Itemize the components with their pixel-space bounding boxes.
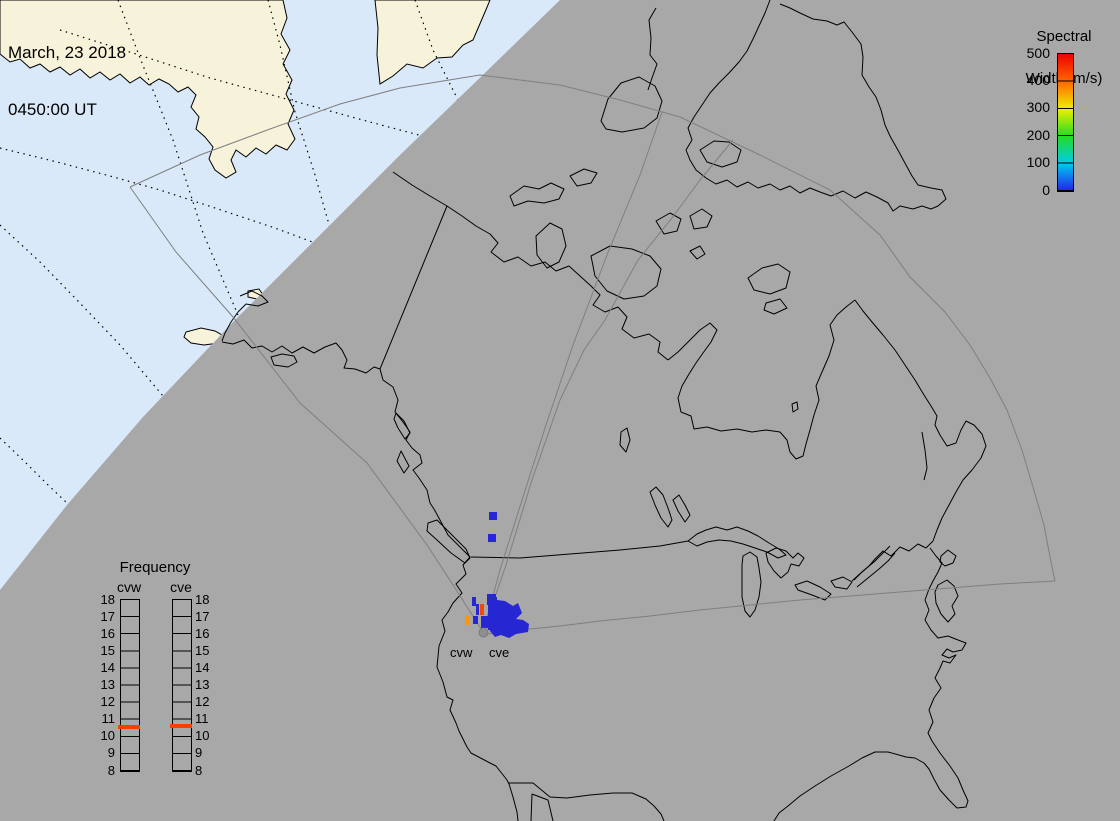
frequency-tick-label: 17: [100, 608, 115, 624]
frequency-tick-label: 12: [195, 694, 210, 710]
frequency-tick-label: 13: [100, 677, 115, 692]
radar-data-cells: [465, 512, 529, 638]
date-label: March, 23 2018: [8, 43, 127, 62]
frequency-marker-cve: [170, 723, 192, 728]
datetime-block: March, 23 2018 0450:00 UT: [8, 5, 126, 157]
frequency-tick-label: 15: [100, 642, 115, 658]
frequency-tick-label: 11: [195, 711, 209, 727]
data-cell: [465, 616, 470, 625]
data-cell: [480, 604, 484, 615]
colorbar-tick-label: 200: [1026, 126, 1050, 143]
colorbar-tick-label: 500: [1026, 44, 1050, 61]
frequency-tick-label: 14: [195, 659, 210, 675]
colorbar-tick-label: 0: [1042, 181, 1050, 198]
data-cell: [481, 616, 488, 628]
site-label-cve: cve: [489, 645, 510, 660]
radar-fov-lines: [129, 74, 1056, 635]
frequency-tick-label: 12: [100, 694, 115, 710]
frequency-tick-label: 11: [101, 711, 116, 727]
frequency-tick-label: 10: [195, 728, 210, 744]
colorbar-tick-label: 100: [1026, 154, 1050, 171]
frequency-panel-title: Frequency: [119, 559, 191, 576]
colorbar-tick-label: 300: [1026, 99, 1050, 116]
frequency-tick-label: 17: [195, 608, 210, 624]
frequency-tick-label: 15: [195, 642, 210, 658]
frequency-tick-label: 14: [100, 659, 115, 675]
data-cell-cluster: [488, 600, 529, 638]
frequency-tick-label: 18: [100, 591, 115, 607]
frequency-tick-label: 18: [195, 591, 210, 607]
colorbar-tick-label: 400: [1026, 71, 1050, 88]
site-label-cvw: cvw: [450, 645, 473, 660]
data-cell: [472, 597, 476, 606]
radar-site-marker: [478, 627, 489, 638]
frequency-tick-label: 13: [195, 677, 210, 692]
frequency-tick-label: 9: [195, 745, 203, 761]
frequency-tick-label: 8: [195, 762, 203, 778]
frequency-tick-label: 16: [195, 625, 210, 641]
day-region-ocean: [0, 0, 560, 590]
time-label: 0450:00 UT: [8, 100, 97, 119]
colorbar-title: Spectral Width (m/s): [1025, 28, 1103, 87]
frequency-column-header-cve: cve: [170, 579, 192, 595]
frequency-tick-label: 10: [100, 728, 115, 744]
data-cell: [476, 604, 479, 615]
graticule-lines: [0, 0, 459, 505]
frequency-tick-label: 8: [107, 762, 115, 778]
data-cell: [488, 534, 496, 542]
frequency-tick-label: 16: [100, 625, 115, 641]
frequency-column-header-cvw: cvw: [116, 579, 142, 595]
coastlines: [221, 0, 987, 821]
frequency-scale-cvw: [120, 599, 140, 772]
spectral-width-colorbar: [1057, 53, 1074, 192]
data-cell: [473, 616, 478, 624]
frequency-scale-cve: [172, 599, 192, 772]
frequency-tick-label: 9: [107, 745, 115, 761]
data-cell: [489, 512, 497, 520]
day-landmasses: [0, 0, 491, 346]
frequency-marker-cvw: [118, 725, 140, 730]
